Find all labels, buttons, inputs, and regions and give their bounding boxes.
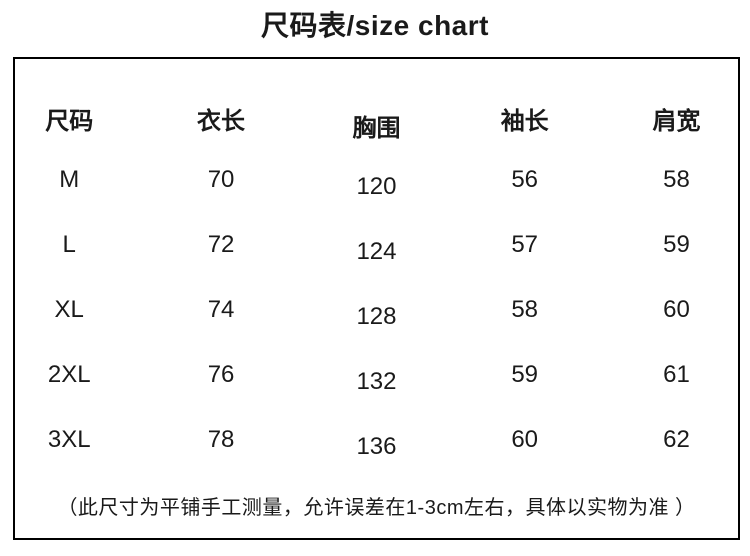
value-cell: 59 xyxy=(663,230,690,258)
value-cell: 76 xyxy=(207,360,235,388)
value-cell: 132 xyxy=(356,367,397,395)
header-garment-length: 衣长 xyxy=(197,107,246,135)
value-cell: 59 xyxy=(511,360,539,388)
size-label: M xyxy=(59,165,80,193)
table-row: 2XL 76 132 59 61 xyxy=(15,342,738,407)
header-bust: 胸围 xyxy=(352,114,401,142)
value-cell: 124 xyxy=(356,237,397,265)
value-cell: 70 xyxy=(207,165,235,193)
value-cell: 74 xyxy=(207,295,235,323)
value-cell: 136 xyxy=(356,432,397,460)
value-cell: 56 xyxy=(511,165,539,193)
value-cell: 57 xyxy=(511,230,539,258)
table-row: 3XL 78 136 60 62 xyxy=(15,407,738,472)
table-row: L 72 124 57 59 xyxy=(15,212,738,277)
table-row: M 70 120 56 58 xyxy=(15,147,738,212)
size-label: L xyxy=(62,230,76,258)
value-cell: 60 xyxy=(663,295,690,323)
size-label: XL xyxy=(54,295,84,323)
header-size: 尺码 xyxy=(45,107,94,135)
value-cell: 62 xyxy=(663,425,690,453)
value-cell: 61 xyxy=(663,360,690,388)
value-cell: 120 xyxy=(356,172,397,200)
value-cell: 58 xyxy=(663,165,690,193)
measurement-note: （此尺寸为平铺手工测量，允许误差在1-3cm左右，具体以实物为准 ） xyxy=(57,496,696,519)
value-cell: 58 xyxy=(511,295,539,323)
value-cell: 128 xyxy=(356,302,397,330)
table-row: XL 74 128 58 60 xyxy=(15,277,738,342)
value-cell: 72 xyxy=(207,230,235,258)
header-sleeve-length: 袖长 xyxy=(500,107,549,135)
note-row: （此尺寸为平铺手工测量，允许误差在1-3cm左右，具体以实物为准 ） xyxy=(15,472,738,538)
page-title: 尺码表/size chart xyxy=(261,10,489,41)
value-cell: 60 xyxy=(511,425,539,453)
size-label: 3XL xyxy=(47,425,91,453)
header-shoulder-width: 肩宽 xyxy=(652,107,701,135)
size-chart-table: 尺码 衣长 胸围 袖长 肩宽 M 70 120 56 58 L 72 124 5… xyxy=(13,57,740,540)
table-header-row: 尺码 衣长 胸围 袖长 肩宽 xyxy=(15,59,738,147)
size-label: 2XL xyxy=(47,360,91,388)
value-cell: 78 xyxy=(207,425,235,453)
